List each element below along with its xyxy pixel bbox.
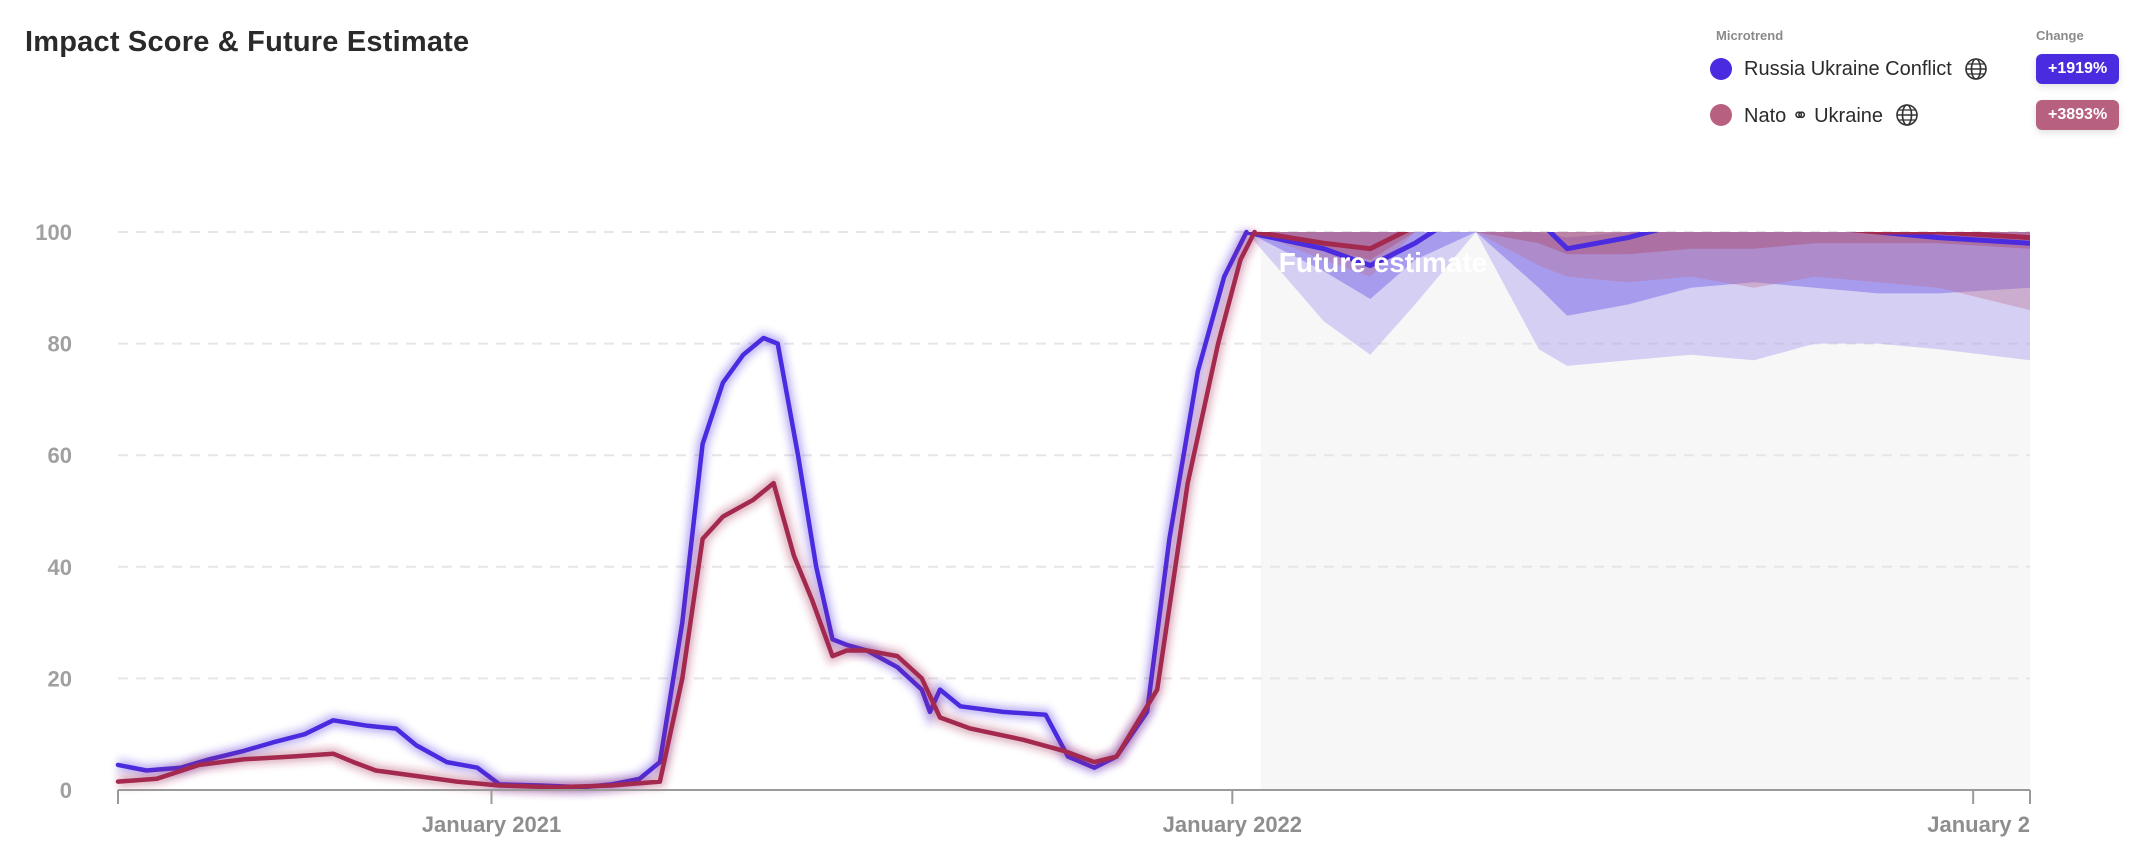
globe-icon[interactable] [1895,103,1919,127]
y-tick-label: 100 [35,220,72,245]
legend-label: Russia Ukraine Conflict [1744,57,1952,80]
forecast-median-line [1245,232,2030,268]
y-tick-label: 20 [48,666,72,691]
y-tick-label: 80 [48,332,72,357]
x-tick-label: January 2021 [422,812,561,837]
series-color-dot [1710,104,1732,126]
legend-header-microtrend: Microtrend [1716,28,1784,43]
axes: 0 20 40 60 80 100 January 2021 January 2022 Janu… [35,220,2031,837]
future-estimate-region [1260,232,2030,790]
chart-title: Impact Score & Future Estimate [25,26,470,58]
forecast-band-50 [1246,232,2030,316]
forecast-median-line [1254,232,2030,252]
future-estimate-label: Future estimate [1279,247,1488,278]
series-lines [115,229,1260,794]
forecast-bands [1245,232,2030,366]
y-tick-label: 60 [48,443,72,468]
series-line [115,229,1249,790]
series-line [115,229,1257,790]
y-tick-label: 0 [60,778,72,803]
forecast-band-50 [1254,232,2030,260]
change-badge-nato-ukraine: +3893% [2036,100,2120,130]
forecast-band-80 [1246,232,2030,366]
change-badge-russia-ukraine: +1919% [2036,54,2120,84]
series-color-dot [1710,58,1732,80]
x-tick-label: January 2022 [1163,812,1302,837]
legend-label: Nato ⚭ Ukraine [1744,104,1884,127]
forecast-band-80 [1254,232,2030,311]
legend-item-russia-ukraine[interactable]: Russia Ukraine Conflict [1710,54,1988,84]
series-line-glow [117,229,1260,794]
legend-item-nato-ukraine[interactable]: Nato ⚭ Ukraine [1710,100,1919,130]
legend-header-change: Change [2036,28,2084,43]
globe-icon[interactable] [1964,57,1988,81]
x-tick-label: January 2 [1927,812,2030,837]
grid-lines [118,231,2030,680]
y-tick-label: 40 [48,555,72,580]
